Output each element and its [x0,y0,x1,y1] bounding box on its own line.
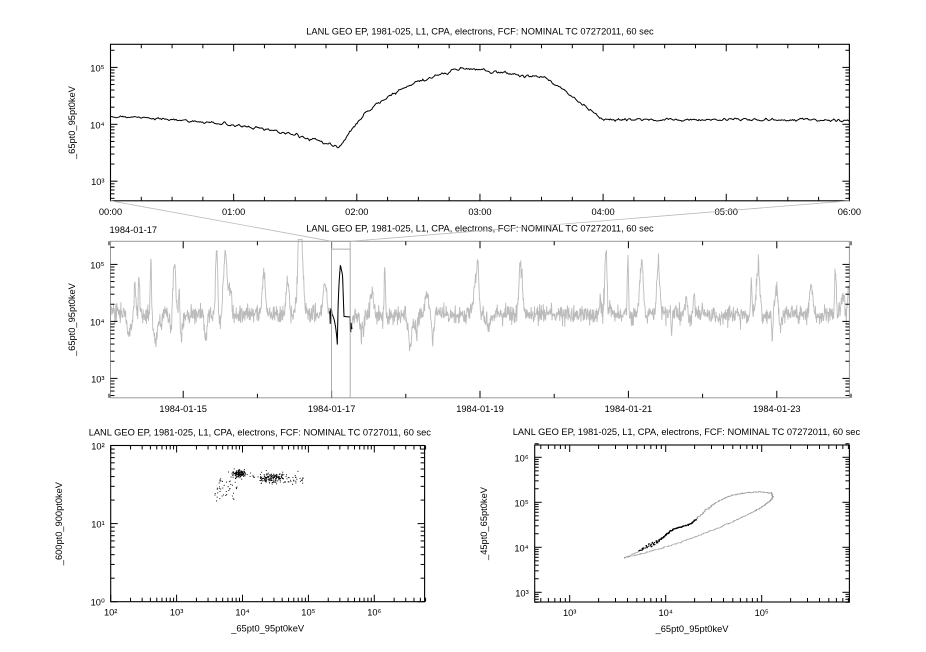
svg-text:10³: 10³ [170,608,183,618]
svg-text:_65pt0_95pt0keV: _65pt0_95pt0keV [230,624,305,634]
svg-text:10¹: 10¹ [91,520,104,530]
svg-text:LANL GEO EP, 1981-025, L1, CPA: LANL GEO EP, 1981-025, L1, CPA, electron… [513,427,861,437]
svg-text:10⁴: 10⁴ [90,317,104,327]
svg-text:01:00: 01:00 [222,207,245,217]
svg-text:10⁵: 10⁵ [90,63,104,73]
svg-text:10⁴: 10⁴ [514,543,528,553]
svg-text:10⁵: 10⁵ [755,608,769,618]
svg-text:10⁶: 10⁶ [367,608,381,618]
svg-text:10⁵: 10⁵ [90,260,104,270]
svg-text:10⁰: 10⁰ [91,598,105,608]
svg-text:10⁵: 10⁵ [514,498,528,508]
svg-text:_600pt0_900pt0keV: _600pt0_900pt0keV [54,481,64,566]
svg-text:LANL GEO EP, 1981-025, L1, CPA: LANL GEO EP, 1981-025, L1, CPA, electron… [89,428,432,438]
svg-text:LANL GEO EP, 1981-025, L1, CPA: LANL GEO EP, 1981-025, L1, CPA, electron… [306,26,654,36]
svg-text:_65pt0_95pt0keV: _65pt0_95pt0keV [655,624,730,634]
svg-text:1984-01-15: 1984-01-15 [159,404,207,414]
svg-text:10²: 10² [104,608,117,618]
svg-text:10⁶: 10⁶ [515,453,529,463]
svg-text:02:00: 02:00 [345,207,368,217]
svg-text:10²: 10² [91,442,104,452]
svg-text:10⁴: 10⁴ [235,608,249,618]
svg-text:04:00: 04:00 [591,207,614,217]
svg-text:1984-01-21: 1984-01-21 [605,404,653,414]
svg-text:10³: 10³ [91,177,104,187]
svg-text:10⁵: 10⁵ [301,608,315,618]
svg-text:03:00: 03:00 [468,207,491,217]
svg-text:_65pt0_95pt0keV: _65pt0_95pt0keV [67,282,77,357]
svg-text:10⁴: 10⁴ [659,608,673,618]
svg-text:1984-01-23: 1984-01-23 [753,404,801,414]
svg-text:1984-01-17: 1984-01-17 [308,404,356,414]
svg-text:LANL GEO EP, 1981-025, L1, CPA: LANL GEO EP, 1981-025, L1, CPA, electron… [306,223,654,233]
svg-text:_65pt0_95pt0keV: _65pt0_95pt0keV [67,85,77,160]
svg-text:00:00: 00:00 [99,207,122,217]
svg-text:06:00: 06:00 [838,207,861,217]
svg-text:10³: 10³ [91,374,104,384]
svg-text:_45pt0_65pt0keV: _45pt0_65pt0keV [479,486,489,561]
svg-text:10⁴: 10⁴ [90,120,104,130]
svg-text:10³: 10³ [515,588,528,598]
svg-text:10³: 10³ [563,608,576,618]
svg-text:1984-01-17: 1984-01-17 [110,225,158,235]
svg-text:1984-01-19: 1984-01-19 [456,404,504,414]
